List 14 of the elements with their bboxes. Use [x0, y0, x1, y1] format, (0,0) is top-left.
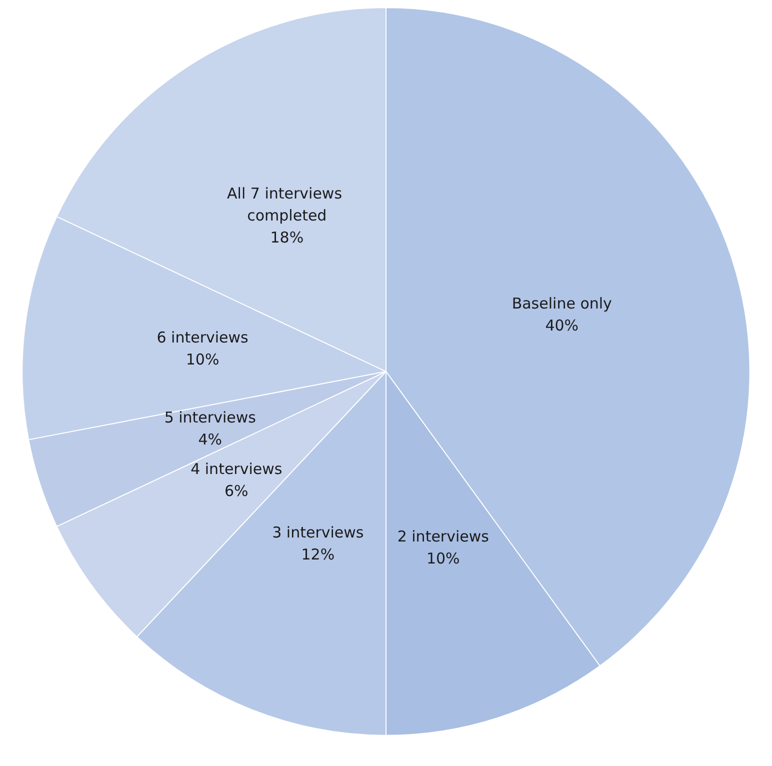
data-label: 40%: [545, 316, 579, 334]
data-label: 10%: [186, 350, 220, 368]
slice-label: 2 interviews: [397, 527, 490, 546]
data-label: 18%: [270, 228, 304, 246]
data-label: 10%: [426, 549, 460, 568]
slice-label: 6 interviews: [156, 328, 249, 346]
slice-label: Baseline only: [512, 294, 612, 312]
slice-label: 5 interviews: [164, 408, 256, 427]
data-label: 4%: [198, 430, 222, 449]
data-label: 12%: [301, 545, 335, 564]
slice-label: 4 interviews: [190, 460, 282, 478]
data-label: 6%: [224, 482, 248, 500]
slice-label: 3 interviews: [272, 523, 364, 542]
slice-label: All 7 interviews completed: [227, 184, 347, 224]
